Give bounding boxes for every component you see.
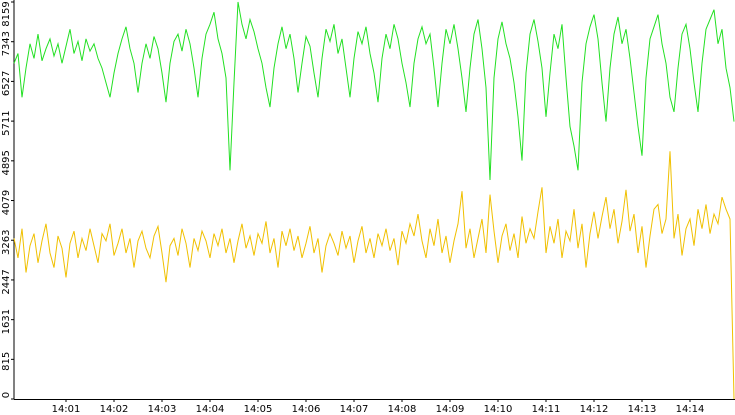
- y-tick-label: 8159: [1, 1, 12, 26]
- x-tick-label: 14:11: [532, 404, 561, 415]
- y-tick-label: 6527: [1, 71, 12, 96]
- y-tick-label: 3263: [1, 230, 12, 255]
- x-tick-label: 14:14: [676, 404, 705, 415]
- x-tick-label: 14:02: [100, 404, 129, 415]
- y-tick-label: 815: [1, 352, 12, 371]
- x-tick-label: 14:01: [52, 404, 81, 415]
- x-tick-label: 14:04: [196, 404, 225, 415]
- x-tick-label: 14:13: [628, 404, 657, 415]
- y-tick-label: 4079: [1, 190, 12, 215]
- y-tick-label: 0: [1, 392, 12, 398]
- x-tick-label: 14:12: [580, 404, 609, 415]
- x-tick-label: 14:03: [148, 404, 177, 415]
- y-tick-label: 4895: [1, 150, 12, 175]
- x-tick-label: 14:09: [436, 404, 465, 415]
- y-tick-label: 1631: [1, 309, 12, 334]
- x-tick-label: 14:05: [244, 404, 273, 415]
- x-tick-label: 14:06: [292, 404, 321, 415]
- series-line: [13, 1, 735, 181]
- x-tick-label: 14:08: [388, 404, 417, 415]
- y-tick-label: 7343: [1, 31, 12, 56]
- y-tick-label: 5711: [1, 110, 12, 135]
- y-tick-label: 2447: [1, 269, 12, 294]
- series-line: [13, 151, 735, 400]
- x-tick-label: 14:07: [340, 404, 369, 415]
- x-tick-label: 14:10: [484, 404, 513, 415]
